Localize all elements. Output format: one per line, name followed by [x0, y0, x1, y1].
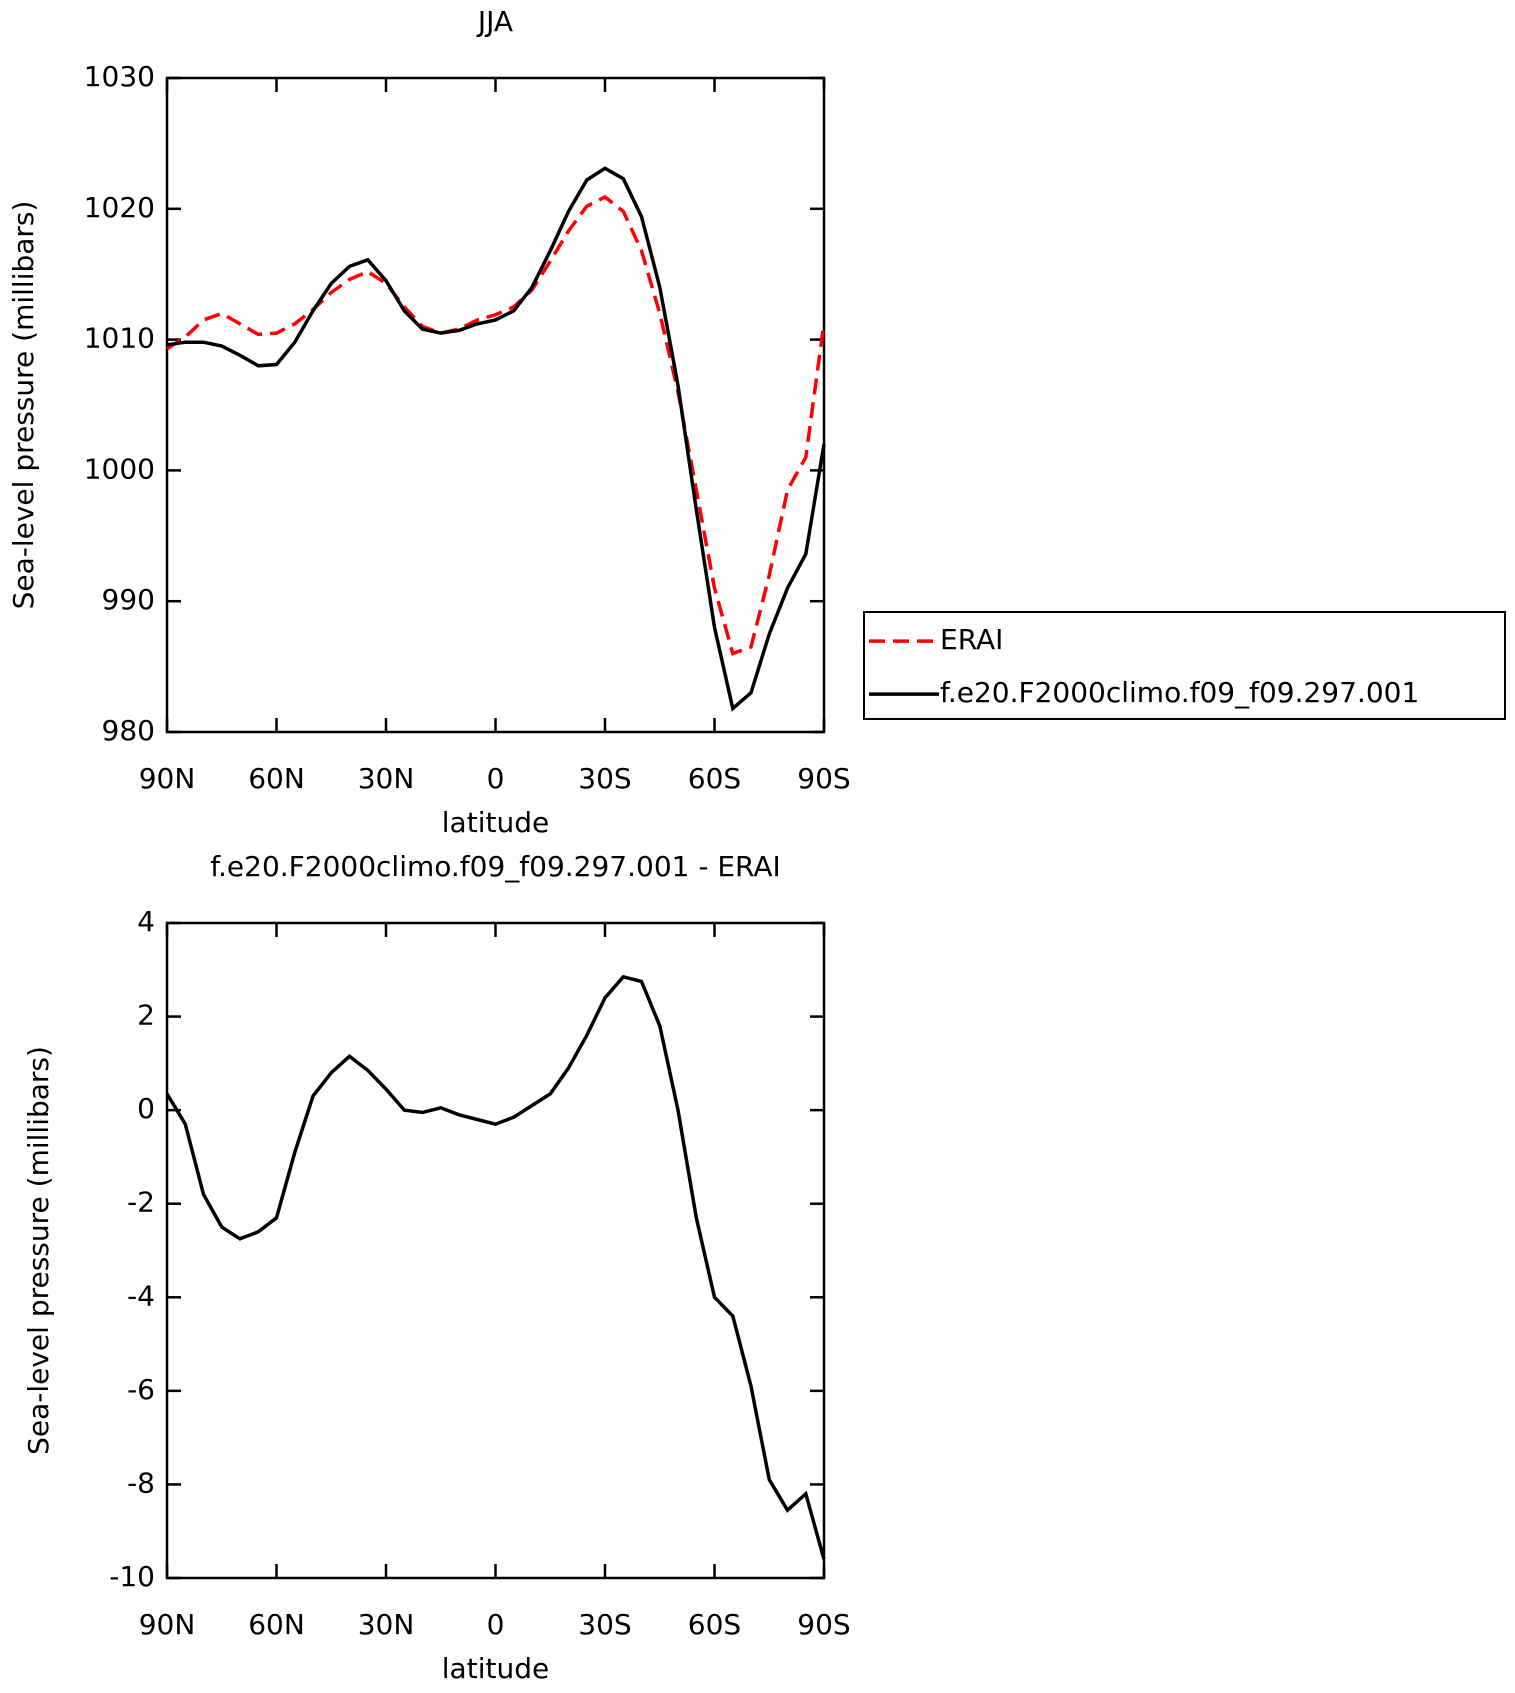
x-tick-label: 90S: [797, 1608, 850, 1641]
x-tick-label: 60S: [688, 1608, 741, 1641]
x-tick-label: 30N: [358, 762, 415, 795]
y-tick-label: 1020: [84, 191, 155, 224]
x-tick-label: 90N: [139, 762, 196, 795]
x-tick-label: 60S: [688, 762, 741, 795]
y-tick-label: 0: [137, 1092, 155, 1125]
chart-title: f.e20.F2000climo.f09_f09.297.001 - ERAI: [210, 850, 781, 883]
y-tick-label: 980: [102, 714, 155, 747]
series-line: [166, 166, 826, 712]
y-tick-label: -10: [109, 1560, 155, 1593]
legend-label: ERAI: [940, 623, 1003, 656]
x-tick-label: 30S: [578, 1608, 631, 1641]
y-tick-label: -2: [127, 1186, 155, 1219]
plot-frame: [165, 76, 826, 734]
plot-frame: [165, 921, 826, 1580]
x-tick-label: 30N: [358, 1608, 415, 1641]
x-axis-label: latitude: [442, 806, 549, 839]
x-tick-label: 90N: [139, 1608, 196, 1641]
y-axis-label: Sea-level pressure (millibars): [7, 201, 40, 610]
x-tick-label: 60N: [248, 762, 305, 795]
y-tick-label: 1010: [84, 322, 155, 355]
y-tick-label: -6: [127, 1373, 155, 1406]
y-tick-label: -4: [127, 1279, 155, 1312]
x-axis-label: latitude: [442, 1652, 549, 1685]
x-tick-label: 30S: [578, 762, 631, 795]
legend-label: f.e20.F2000climo.f09_f09.297.001: [940, 676, 1419, 709]
legend-box: [863, 611, 1506, 720]
y-tick-label: 4: [137, 905, 155, 938]
chart-title: JJA: [476, 5, 513, 38]
y-tick-label: -8: [127, 1466, 155, 1499]
y-tick-label: 1030: [84, 60, 155, 93]
y-tick-label: 2: [137, 999, 155, 1032]
x-tick-label: 60N: [248, 1608, 305, 1641]
y-axis-label: Sea-level pressure (millibars): [22, 1046, 55, 1455]
series-line: [165, 974, 826, 1560]
y-tick-label: 1000: [84, 452, 155, 485]
x-tick-label: 90S: [797, 762, 850, 795]
x-tick-label: 0: [487, 1608, 505, 1641]
y-tick-label: 990: [102, 583, 155, 616]
x-tick-label: 0: [487, 762, 505, 795]
series-line: [166, 194, 826, 656]
